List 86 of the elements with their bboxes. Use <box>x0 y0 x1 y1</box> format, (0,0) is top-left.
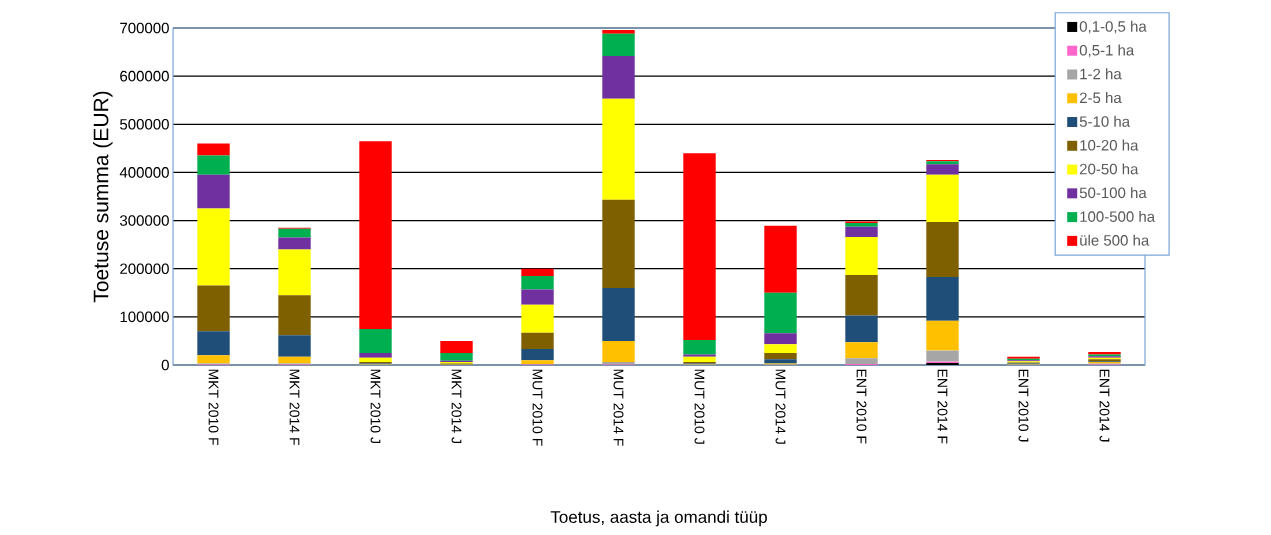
x-tick-label: MUT 2014 J <box>775 369 786 444</box>
x-tick-label: ENT 2014 J <box>1099 369 1110 442</box>
y-tick-label: 300000 <box>119 215 169 226</box>
x-tick-label: MUT 2014 F <box>613 369 624 446</box>
bar <box>926 174 959 223</box>
bar <box>440 352 473 361</box>
bar <box>602 199 635 288</box>
x-axis-title: Toetus, aasta ja omandi tüüp <box>550 510 767 527</box>
bar <box>926 276 959 321</box>
legend-label: 5-10 ha <box>1079 115 1131 127</box>
legend-label: üle 500 ha <box>1080 234 1150 246</box>
bar <box>359 328 392 353</box>
bar <box>359 352 392 358</box>
bar <box>602 98 635 200</box>
bar <box>359 357 392 363</box>
bar <box>602 287 635 341</box>
bar <box>359 141 392 329</box>
bar <box>602 340 635 363</box>
x-tick-label: MKT 2010 J <box>370 369 381 443</box>
bar <box>602 33 635 56</box>
y-tick-label: 200000 <box>120 263 169 275</box>
bar <box>602 29 635 34</box>
x-tick-label: MKT 2014 F <box>289 369 300 445</box>
bar <box>197 143 230 156</box>
bar <box>683 356 716 363</box>
y-tick-label: 700000 <box>120 22 169 34</box>
x-tick-label: MUT 2010 F <box>532 369 543 446</box>
bar <box>521 289 554 305</box>
bar <box>521 360 554 365</box>
y-tick-label: 0 <box>161 359 169 371</box>
legend-label: 0,1-0,5 ha <box>1079 20 1147 34</box>
bar <box>683 153 716 340</box>
legend-label: 20-50 ha <box>1079 163 1139 175</box>
x-tick-label: ENT 2010 J <box>1018 369 1029 442</box>
y-axis-title: Toetuse summa (EUR) <box>93 91 113 303</box>
legend-label: 50-100 ha <box>1079 187 1147 199</box>
bar <box>278 228 311 238</box>
bar <box>926 222 959 277</box>
x-tick-label: MKT 2010 F <box>208 369 219 445</box>
bar <box>845 222 878 227</box>
bar <box>278 356 311 364</box>
bar <box>197 331 230 356</box>
bar <box>278 249 311 296</box>
y-tick-label: 100000 <box>120 311 169 323</box>
bar <box>764 352 797 360</box>
legend-label: 1-2 ha <box>1080 68 1122 80</box>
bar <box>926 320 959 351</box>
bar <box>845 315 878 343</box>
legend-label: 0,5-1 ha <box>1079 44 1135 58</box>
y-tick-label: 600000 <box>120 70 169 82</box>
x-tick-label: MUT 2010 J <box>694 369 705 444</box>
bar <box>845 236 878 275</box>
x-tick-label: ENT 2010 F <box>856 369 867 444</box>
legend-label: 2-5 ha <box>1079 92 1122 104</box>
bar <box>278 335 311 357</box>
bar <box>764 225 797 293</box>
bar <box>197 208 230 286</box>
x-tick-label: MKT 2014 J <box>451 369 462 443</box>
bar <box>521 304 554 333</box>
bar <box>197 355 230 364</box>
bar <box>926 164 959 175</box>
bar <box>683 354 716 357</box>
y-tick-label: 400000 <box>119 167 169 178</box>
bar <box>683 339 716 355</box>
bar <box>197 285 230 332</box>
bar <box>521 332 554 350</box>
bar <box>521 275 554 290</box>
bar <box>764 359 797 364</box>
bar <box>197 155 230 175</box>
legend-label: 10-20 ha <box>1080 139 1139 151</box>
bar <box>521 268 554 276</box>
bar <box>278 237 311 250</box>
bar <box>278 295 311 336</box>
bar <box>764 292 797 334</box>
bar <box>845 274 878 316</box>
bar <box>764 333 797 345</box>
x-tick-label: ENT 2014 F <box>937 369 948 444</box>
legend-label: 100-500 ha <box>1080 210 1156 222</box>
y-tick-label: 500000 <box>120 118 169 130</box>
bar <box>845 226 878 237</box>
bar <box>440 340 473 353</box>
bar <box>197 174 230 209</box>
bar <box>602 55 635 99</box>
bar <box>764 344 797 353</box>
bar <box>845 342 878 359</box>
bar <box>521 349 554 361</box>
